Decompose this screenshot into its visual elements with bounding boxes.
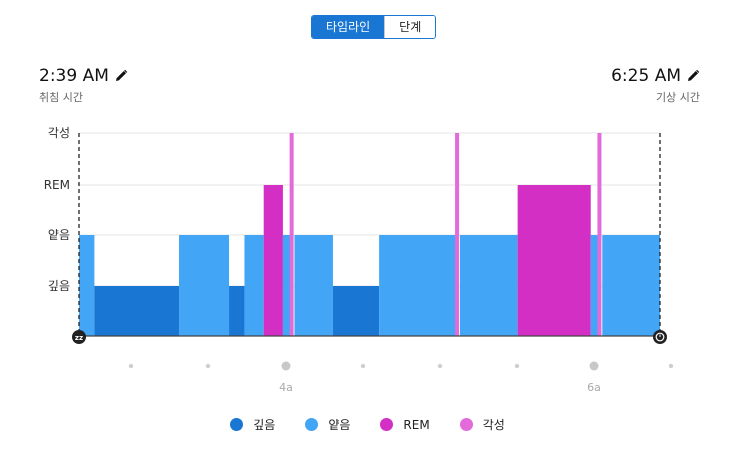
pencil-icon[interactable]: [114, 69, 128, 83]
view-toggle: 타임라인 단계: [311, 15, 437, 39]
y-label-deep: 깊음: [48, 279, 70, 293]
sleep-icon-glyph: zz: [75, 334, 83, 342]
segment-rem: [263, 185, 283, 336]
segment-deep: [94, 286, 180, 336]
segment-light: [244, 235, 264, 336]
legend-label-rem: REM: [403, 417, 430, 432]
segment-deep: [229, 286, 245, 336]
waketime-label: 기상 시간: [656, 91, 700, 104]
y-label-light: 얕음: [48, 228, 70, 242]
y-label-awake: 각성: [48, 126, 70, 140]
x-tick-dot: [360, 363, 366, 369]
pencil-icon[interactable]: [686, 69, 700, 83]
legend-item-deep: 깊음: [230, 416, 275, 433]
legend-dot-deep: [230, 418, 244, 431]
legend-label-awake: 각성: [482, 418, 505, 432]
segment-light: [282, 235, 291, 336]
legend-dot-rem: [380, 418, 394, 431]
segment-light: [179, 235, 230, 336]
x-tick-label: 6a: [587, 381, 601, 394]
segment-light: [590, 235, 599, 336]
legend-label-light: 얕음: [328, 418, 351, 432]
segment-awake: [597, 133, 602, 336]
legend-label-deep: 깊음: [253, 418, 276, 432]
segment-deep: [332, 286, 380, 336]
segment-rem: [517, 185, 591, 336]
bedtime-value: 2:39 AM: [39, 66, 109, 86]
legend-item-awake: 각성: [459, 416, 505, 433]
segment-awake: [455, 133, 460, 336]
x-tick-dot: [128, 363, 134, 369]
legend-item-light: 얕음: [305, 416, 350, 433]
x-tick-label: 4a: [279, 381, 293, 394]
segment-light: [294, 235, 333, 336]
segment-light: [602, 235, 660, 336]
waketime-value: 6:25 AM: [611, 66, 681, 86]
legend: 깊음 얕음 REM 각성: [0, 416, 735, 433]
segment-light: [79, 235, 95, 336]
tab-timeline[interactable]: 타임라인: [312, 16, 385, 38]
x-tick-dot: [437, 363, 443, 369]
legend-dot-light: [305, 418, 319, 431]
legend-dot-awake: [459, 418, 473, 431]
segment-light: [379, 235, 457, 336]
x-tick-dot: [589, 361, 599, 371]
legend-item-rem: REM: [380, 416, 430, 433]
waketime-block: 6:25 AM 기상 시간: [611, 66, 700, 105]
x-tick-dot: [205, 363, 211, 369]
segment-awake: [289, 133, 294, 336]
segment-light: [459, 235, 518, 336]
x-tick-dot: [514, 363, 520, 369]
y-label-rem: REM: [44, 178, 70, 192]
tab-stages[interactable]: 단계: [384, 16, 436, 38]
alarm-icon-face: [655, 332, 665, 342]
bedtime-block: 2:39 AM 취침 시간: [39, 66, 128, 105]
bedtime-label: 취침 시간: [39, 91, 83, 104]
x-tick-dot: [668, 363, 674, 369]
x-tick-dot: [281, 361, 291, 371]
sleep-icon: [72, 330, 86, 344]
